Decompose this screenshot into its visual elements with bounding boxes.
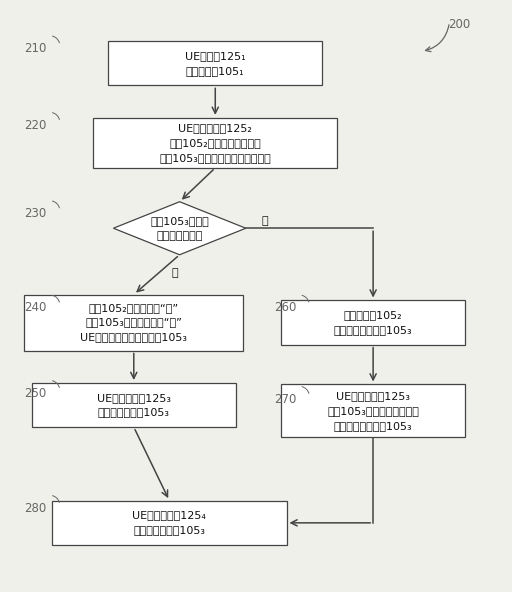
Text: 是: 是 xyxy=(171,268,178,278)
Polygon shape xyxy=(114,202,246,255)
FancyBboxPatch shape xyxy=(282,384,465,437)
Text: 邻区105₂负载水平为“高”
邻区105₃也负载水平为“中”
UE优先重选、驻留在小区105₃: 邻区105₂负载水平为“高” 邻区105₃也负载水平为“中” UE优先重选、驻留… xyxy=(80,303,187,342)
Text: 否: 否 xyxy=(261,215,268,226)
Text: UE移动至位置125₃
保持驻留在小区105₃: UE移动至位置125₃ 保持驻留在小区105₃ xyxy=(97,392,171,417)
FancyBboxPatch shape xyxy=(52,501,287,545)
Text: 280: 280 xyxy=(24,501,47,514)
Text: 240: 240 xyxy=(24,301,47,314)
Text: 只考虑邻区105₂
重选、驻留在小区105₃: 只考虑邻区105₂ 重选、驻留在小区105₃ xyxy=(334,310,413,335)
FancyBboxPatch shape xyxy=(282,300,465,345)
FancyBboxPatch shape xyxy=(93,118,337,168)
FancyBboxPatch shape xyxy=(24,295,243,350)
Text: UE移动至位置125₂
邻区105₂符合小区重选条件
邻区105₃也可能符合小区重选条件: UE移动至位置125₂ 邻区105₂符合小区重选条件 邻区105₃也可能符合小区… xyxy=(159,123,271,163)
Text: 250: 250 xyxy=(24,387,47,400)
Text: UE移动至位置125₄
保持驻留在小区105₃: UE移动至位置125₄ 保持驻留在小区105₃ xyxy=(133,510,206,535)
Text: UE移动至位置125₃
邻区105₃符合小区重选条件
重选、驻留在小区105₃: UE移动至位置125₃ 邻区105₃符合小区重选条件 重选、驻留在小区105₃ xyxy=(327,391,419,431)
FancyBboxPatch shape xyxy=(109,41,322,85)
Text: 260: 260 xyxy=(274,301,296,314)
Text: 邻区105₃也符合
小区重选条件？: 邻区105₃也符合 小区重选条件？ xyxy=(150,216,209,240)
Text: 230: 230 xyxy=(24,207,47,220)
Text: 220: 220 xyxy=(24,118,47,131)
Text: 200: 200 xyxy=(449,18,471,31)
Text: 270: 270 xyxy=(274,392,296,406)
Text: 210: 210 xyxy=(24,42,47,55)
Text: UE在位置125₁
驻留在小区105₁: UE在位置125₁ 驻留在小区105₁ xyxy=(185,51,246,76)
FancyBboxPatch shape xyxy=(32,383,236,427)
